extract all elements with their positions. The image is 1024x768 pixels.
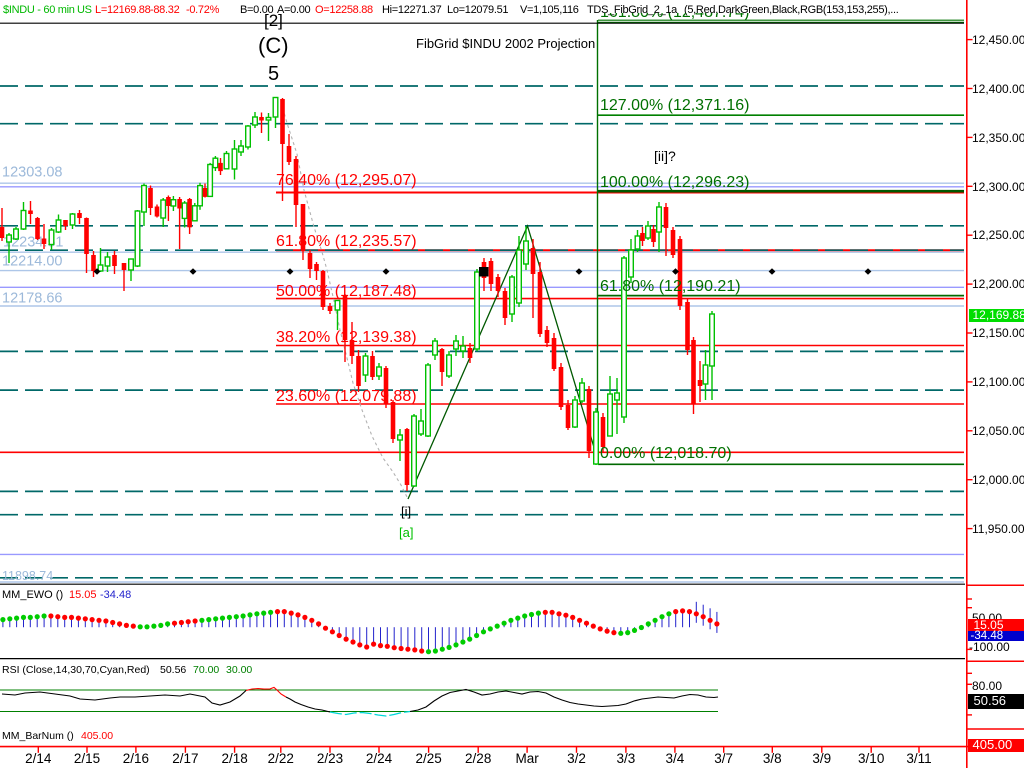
svg-text:3/2: 3/2 xyxy=(567,751,586,766)
svg-text:2/14: 2/14 xyxy=(25,751,52,766)
svg-text:11898.74: 11898.74 xyxy=(2,569,53,583)
svg-text:2/24: 2/24 xyxy=(366,751,393,766)
svg-text:2/18: 2/18 xyxy=(221,751,247,766)
svg-text:3/3: 3/3 xyxy=(617,751,636,766)
svg-text:12303.08: 12303.08 xyxy=(2,165,62,181)
svg-text:3/9: 3/9 xyxy=(812,751,831,766)
svg-text:2/23: 2/23 xyxy=(317,751,343,766)
svg-text:2/17: 2/17 xyxy=(172,751,198,766)
svg-text:2/15: 2/15 xyxy=(74,751,100,766)
svg-text:2/25: 2/25 xyxy=(415,751,441,766)
svg-text:3/4: 3/4 xyxy=(666,751,685,766)
svg-text:12214.00: 12214.00 xyxy=(2,254,62,270)
svg-text:2/22: 2/22 xyxy=(268,751,294,766)
svg-text:3/11: 3/11 xyxy=(906,751,931,766)
svg-text:3/7: 3/7 xyxy=(714,751,733,766)
svg-text:2/28: 2/28 xyxy=(465,751,491,766)
svg-text:12178.66: 12178.66 xyxy=(2,291,62,307)
svg-text:3/8: 3/8 xyxy=(763,751,782,766)
svg-text:3/10: 3/10 xyxy=(858,751,884,766)
svg-text:Mar: Mar xyxy=(515,751,539,766)
svg-text:2/16: 2/16 xyxy=(123,751,149,766)
